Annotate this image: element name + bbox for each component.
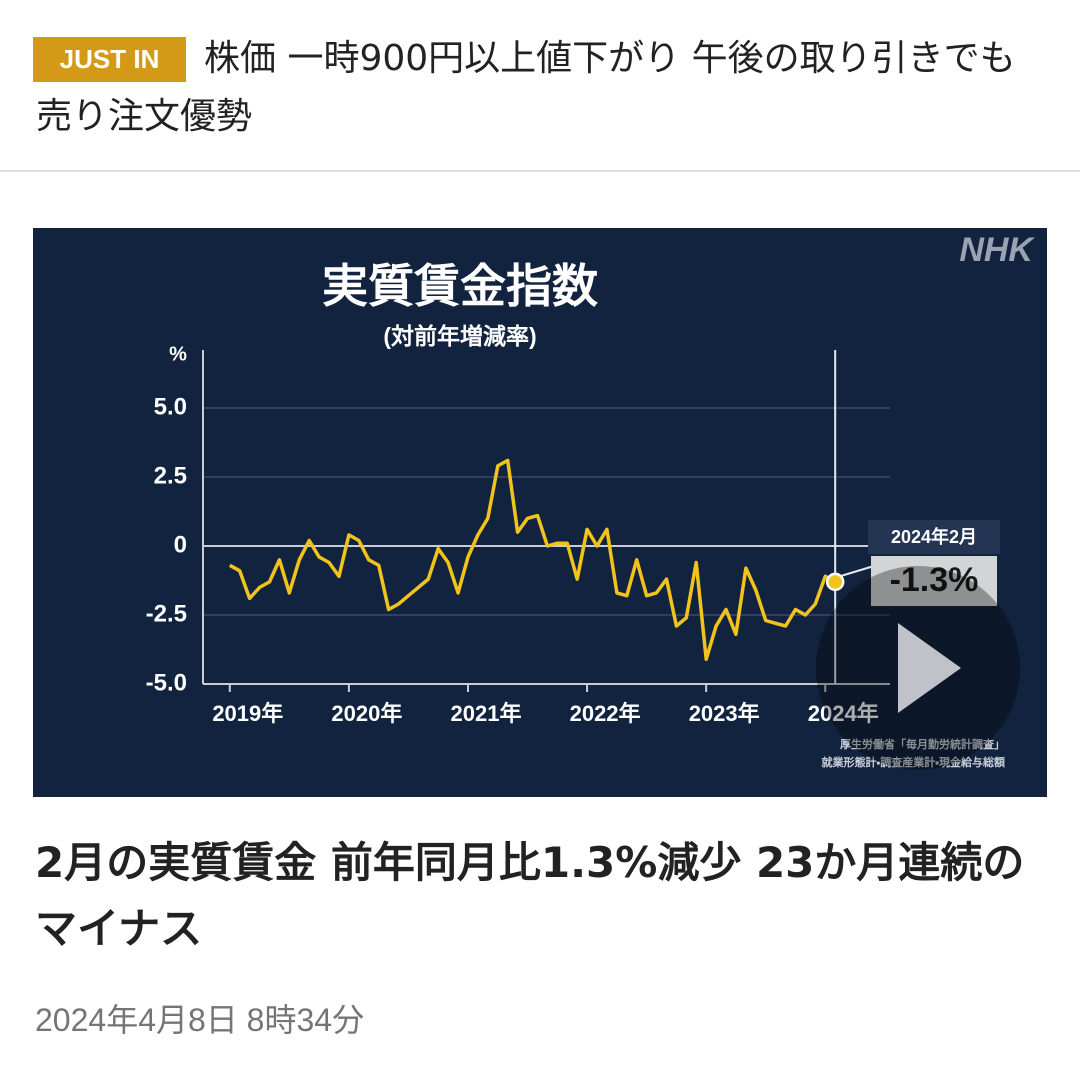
highlight-point (825, 572, 845, 592)
x-tick-label: 2020年 (331, 701, 402, 726)
y-unit: % (169, 343, 187, 365)
timestamp: 2024年4月8日 8時34分 (35, 1002, 365, 1038)
just-in-badge: JUST IN (33, 37, 186, 82)
video-thumbnail[interactable]: NHK 実質賃金指数 (対前年増減率)% -5.0 -2.5 0 2.5 5.0 2019年 20… (33, 228, 1047, 797)
play-icon[interactable] (898, 623, 961, 713)
x-tick-label: 2021年 (451, 701, 522, 726)
x-tick-label: 2023年 (689, 701, 760, 726)
chart: NHK 実質賃金指数 (対前年増減率)% -5.0 -2.5 0 2.5 5.0 2019年 20… (146, 231, 1036, 769)
callout-leader (840, 565, 875, 577)
x-tick-label: 2024年 (808, 701, 879, 726)
brand-logo: NHK (959, 231, 1035, 269)
callout-value-box (871, 556, 997, 606)
callout-date: 2024年2月 (891, 526, 977, 547)
y-tick-label: 2.5 (154, 462, 187, 489)
data-label: -1.3% (890, 561, 979, 599)
ticker-headline[interactable]: 株価 一時900円以上値下がり 午後の取り引きでも売り注文優勢 (36, 38, 1016, 137)
callout-date-box (868, 520, 1000, 554)
x-tick-label: 2022年 (570, 701, 641, 726)
chart-subtitle: (対前年増減率) (383, 323, 536, 349)
y-tick-label: -2.5 (146, 600, 187, 627)
chart-title: 実質賃金指数 (322, 260, 598, 312)
article-headline[interactable]: 2月の実質賃金 前年同月比1.3%減少 23か月連続のマイナス (35, 838, 1025, 953)
series-line (228, 458, 837, 661)
y-tick-label: 5.0 (154, 393, 187, 420)
y-tick-label: -5.0 (146, 669, 187, 696)
x-tick-label: 2019年 (212, 701, 283, 726)
source-note: 就業形態計・調査産業計・現金給与総額 (822, 755, 1006, 769)
y-tick-label: 0 (174, 531, 187, 558)
source-note: 厚生労働省「毎月勤労統計調査」 (840, 737, 1005, 751)
divider (0, 170, 1080, 172)
